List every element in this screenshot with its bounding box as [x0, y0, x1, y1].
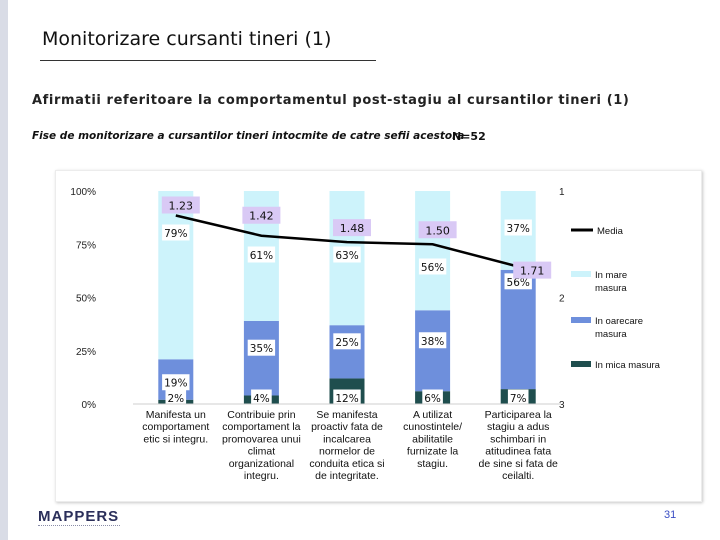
category-label: Manifesta un — [146, 409, 206, 421]
y-right-tick-label: 3 — [559, 400, 565, 411]
category-label: A utilizat — [413, 409, 452, 421]
mappers-logo: MAPPERS — [38, 508, 120, 525]
data-label-box — [507, 389, 529, 406]
category-label: normelor de — [319, 446, 375, 458]
sample-size: N=52 — [452, 130, 486, 143]
category-label: abilitatile — [412, 433, 453, 445]
y-left-tick-label: 100% — [70, 187, 96, 198]
logo-tagline-decoration — [38, 525, 120, 529]
category-label: conduita etica si — [309, 458, 384, 470]
label-in-mare-masura: 37% — [507, 223, 530, 235]
bar-segment — [329, 325, 365, 379]
source-note: Fise de monitorizare a cursantilor tiner… — [32, 130, 465, 142]
data-label-box — [247, 339, 276, 356]
bar-segment — [500, 269, 536, 390]
category-label: ceilalti. — [502, 470, 534, 482]
category-label: integru. — [244, 470, 279, 482]
page-number: 31 — [664, 509, 677, 521]
data-label-box — [251, 389, 272, 406]
category-label: promovarea unui — [222, 433, 301, 445]
media-label-box — [242, 206, 281, 224]
stacked-bar-chart: 0% 25% 50% 75% 100% 1 2 3 2% 19% 79% 4% 35% 61% 12% 25%… — [70, 187, 661, 482]
media-value-label: 1.71 — [520, 265, 545, 278]
page-title: Monitorizare cursanti tineri (1) — [42, 28, 332, 50]
label-in-oarecare-masura: 56% — [507, 277, 530, 289]
media-value-label: 1.48 — [340, 222, 365, 235]
category-label: Se manifesta — [316, 409, 377, 421]
y-left-tick-label: 0% — [82, 400, 97, 411]
data-label-box — [247, 246, 276, 263]
data-label-box — [418, 332, 447, 349]
left-accent-bar — [0, 0, 8, 540]
y-left-tick-label: 50% — [76, 294, 96, 305]
category-label: stagiu a adus — [487, 421, 549, 433]
media-value-label: 1.23 — [169, 199, 194, 212]
category-label: stagiu. — [417, 458, 448, 470]
label-in-mare-masura: 79% — [164, 228, 187, 240]
category-label: Contribuie prin — [227, 409, 295, 421]
media-line — [175, 214, 519, 268]
media-value-label: 1.42 — [249, 210, 274, 223]
media-value-label: 1.50 — [425, 224, 450, 237]
label-in-mica-masura: 4% — [253, 393, 270, 405]
label-in-mica-masura: 12% — [335, 393, 358, 405]
data-label-box — [418, 258, 447, 275]
legend-label-media: Media — [597, 226, 624, 237]
label-in-mare-masura: 61% — [250, 250, 273, 262]
label-in-mare-masura: 63% — [335, 250, 358, 262]
legend-swatch-in-mica-masura — [571, 361, 591, 367]
bar-segment — [415, 191, 451, 311]
media-label-box — [333, 219, 371, 237]
category-label: furnizate la — [407, 446, 459, 458]
label-in-mica-masura: 2% — [167, 393, 184, 405]
legend-label-in-mare-masura: In mare — [595, 270, 627, 281]
label-in-oarecare-masura: 35% — [250, 343, 273, 355]
category-label: cunostintele/ — [403, 421, 462, 433]
category-label: de sine si fata de — [479, 458, 559, 470]
data-label-box — [504, 219, 532, 236]
data-label-box — [333, 389, 361, 406]
category-label: schimbari in — [490, 433, 546, 445]
category-label: proactiv fata de — [311, 421, 383, 433]
bar-segment — [415, 310, 451, 392]
y-left-tick-label: 25% — [76, 347, 96, 358]
chart-subtitle: Afirmatii referitoare la comportamentul … — [32, 93, 630, 108]
label-in-oarecare-masura: 25% — [335, 337, 358, 349]
category-label: Participarea la — [485, 409, 552, 421]
label-in-mare-masura: 56% — [421, 262, 444, 274]
bar-segment — [243, 320, 279, 396]
media-label-box — [418, 221, 457, 239]
data-label-box — [162, 374, 190, 391]
y-right-tick-label: 1 — [559, 187, 565, 198]
category-label: de integritate. — [315, 470, 379, 482]
legend-swatch-in-mare-masura — [571, 271, 591, 277]
data-label-box — [162, 224, 190, 241]
data-label-box — [333, 246, 361, 263]
label-in-mica-masura: 6% — [424, 393, 441, 405]
category-label: atitudinea fata — [485, 446, 551, 458]
legend-swatch-in-oarecare-masura — [571, 317, 591, 323]
label-in-mica-masura: 7% — [510, 393, 527, 405]
legend-label-in-oarecare-masura-line2: masura — [595, 329, 627, 340]
category-label: comportament la — [222, 421, 300, 433]
data-label-box — [422, 389, 443, 406]
media-label-box — [161, 196, 200, 214]
legend-label-in-mare-masura-line2: masura — [595, 283, 627, 294]
category-label: etic si integru. — [143, 433, 208, 445]
legend-label-in-oarecare-masura: In oarecare — [595, 316, 643, 327]
data-label-box — [333, 333, 361, 350]
title-underline — [40, 60, 376, 61]
y-right-tick-label: 2 — [559, 294, 565, 305]
legend-label-in-mica-masura: In mica masura — [595, 360, 661, 371]
y-left-tick-label: 75% — [76, 240, 96, 251]
category-label: climat — [248, 446, 276, 458]
chart-panel: 0% 25% 50% 75% 100% 1 2 3 2% 19% 79% 4% 35% 61% 12% 25%… — [55, 170, 702, 502]
label-in-oarecare-masura: 19% — [164, 378, 187, 390]
category-label: incalcarea — [323, 433, 371, 445]
media-label-box — [513, 261, 552, 279]
category-label: organizational — [229, 458, 294, 470]
label-in-oarecare-masura: 38% — [421, 336, 444, 348]
category-label: comportament — [142, 421, 209, 433]
